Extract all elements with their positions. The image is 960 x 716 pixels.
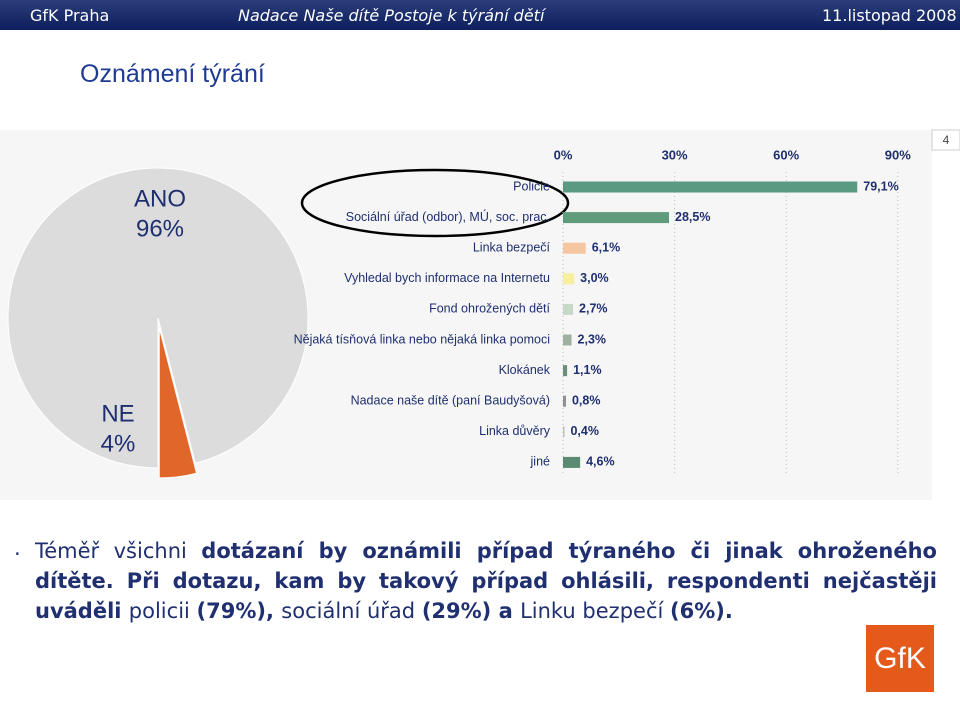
top-bar: GfK Praha Nadace Naše dítě Postoje k týr…: [0, 0, 960, 30]
x-tick-label: 90%: [885, 147, 911, 162]
bar: [563, 212, 670, 224]
header-right: 11.listopad 2008: [822, 6, 957, 25]
value-label: 2,7%: [579, 302, 608, 316]
bar: [563, 303, 574, 315]
pie-label: NE: [101, 400, 134, 427]
chart: 4 ANO 96% NE 4% 0% 30% 60% 90% Policie 79,1% Sociá…: [7, 129, 960, 479]
category-label: Linka důvěry: [479, 424, 551, 438]
value-label: 4,6%: [586, 455, 615, 469]
bar: [563, 456, 581, 468]
category-label: Nadace naše dítě (paní Baudyšová): [351, 393, 550, 407]
bullet: .: [14, 536, 21, 560]
bar: [563, 181, 858, 193]
category-label: Linka bezpečí: [473, 240, 551, 254]
value-label: 0,8%: [572, 393, 601, 407]
x-tick-label: 0%: [554, 147, 573, 162]
value-label: 79,1%: [863, 179, 898, 193]
note-segment: Téměř všichni: [35, 539, 202, 563]
category-label: Nějaká tísňová linka nebo nějaká linka p…: [294, 332, 550, 346]
slide-title: Oznámení týrání: [80, 60, 265, 88]
page-number: 4: [943, 133, 950, 147]
bar: [563, 242, 586, 254]
header-center: Nadace Naše dítě Postoje k týrání dětí: [238, 6, 545, 25]
value-label: 2,3%: [578, 332, 607, 346]
note-segment: dotázaní by oznámili případ týraného či …: [35, 539, 937, 623]
note-segment: (6%).: [670, 599, 733, 623]
pie-slice: [158, 327, 198, 479]
x-tick-label: 60%: [773, 147, 799, 162]
note-segment: policii: [128, 599, 197, 623]
value-label: 1,1%: [573, 363, 602, 377]
category-label: Policie: [513, 179, 550, 193]
note-segment: (79%),: [196, 599, 282, 623]
bar: [563, 395, 566, 407]
value-label: 0,4%: [570, 424, 599, 438]
value-label: 28,5%: [675, 210, 710, 224]
pie-label: ANO: [134, 185, 186, 212]
highlight-ellipse: [300, 168, 570, 238]
x-tick-label: 30%: [662, 147, 688, 162]
category-label: jiné: [530, 455, 551, 469]
value-label: 6,1%: [592, 240, 621, 254]
category-label: Sociální úřad (odbor), MÚ, soc. prac.: [346, 209, 550, 224]
pie-value-label: 96%: [136, 215, 184, 242]
category-label: Klokánek: [499, 363, 551, 377]
header-left: GfK Praha: [30, 6, 110, 25]
note: Téměř všichni dotázaní by oznámili přípa…: [35, 536, 937, 626]
category-label: Vyhledal bych informace na Internetu: [344, 271, 550, 285]
bar: [563, 426, 565, 438]
value-label: 3,0%: [580, 271, 609, 285]
bar: [563, 273, 575, 285]
bar: [563, 365, 568, 377]
category-label: Fond ohrožených dětí: [429, 302, 550, 316]
bar: [563, 334, 572, 346]
note-segment: Linku bezpečí: [520, 599, 671, 623]
pie-value-label: 4%: [101, 430, 136, 457]
note-segment: sociální úřad: [281, 599, 422, 623]
page-box: [931, 129, 960, 151]
note-segment: (29%) a: [421, 599, 521, 623]
pie-slice: [7, 167, 309, 469]
logo: GfK: [866, 625, 934, 692]
